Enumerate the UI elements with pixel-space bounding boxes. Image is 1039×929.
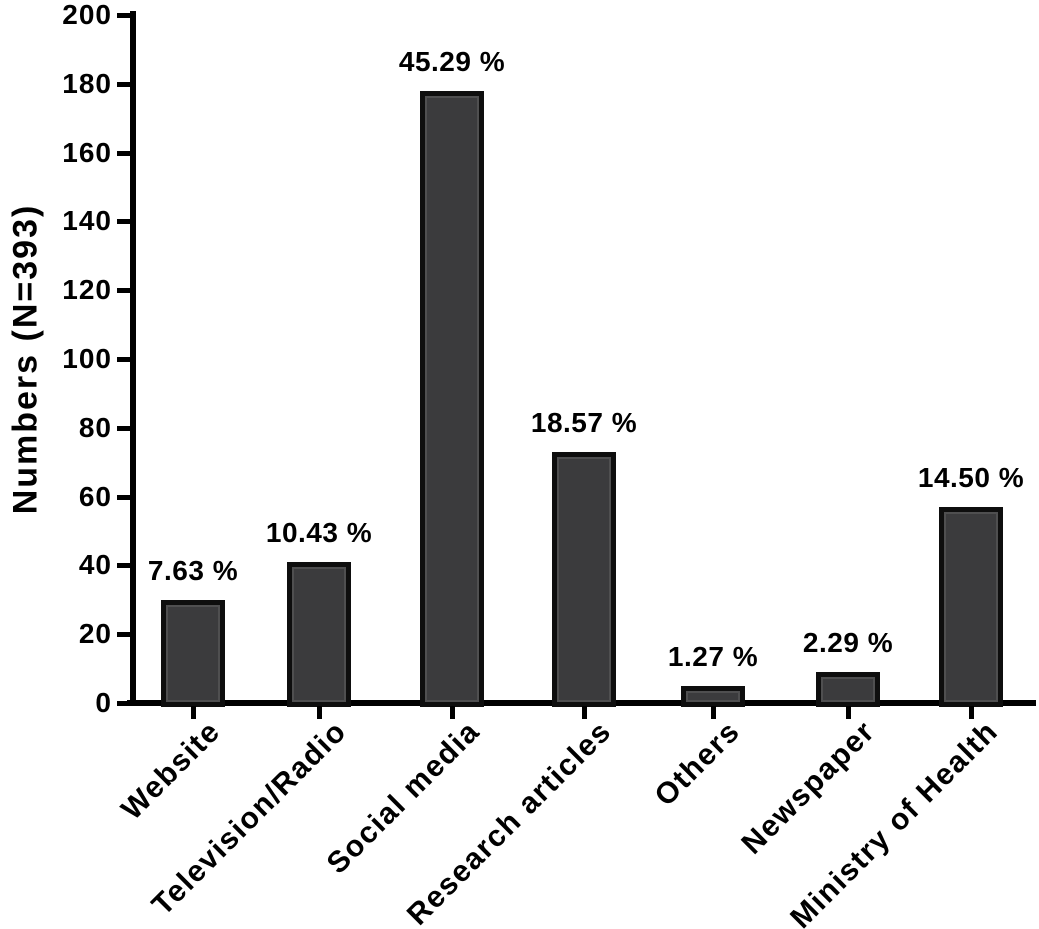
- bar: [552, 451, 616, 707]
- y-tick: [117, 81, 130, 87]
- bar: [420, 90, 484, 707]
- x-tick: [450, 706, 455, 719]
- bar: [161, 599, 225, 707]
- bar: [816, 672, 880, 707]
- x-tick: [711, 706, 716, 719]
- y-tick-label: 200: [62, 0, 112, 30]
- y-tick-label: 80: [78, 411, 112, 443]
- x-tick: [582, 706, 587, 719]
- y-tick-label: 60: [78, 480, 112, 512]
- bar-value-label: 14.50 %: [917, 461, 1025, 493]
- x-tick-label: Ministry of Health: [784, 714, 1005, 929]
- bar: [939, 506, 1003, 707]
- bar-value-label: 10.43 %: [265, 516, 373, 548]
- y-tick: [117, 219, 130, 225]
- y-tick-label: 0: [95, 687, 112, 718]
- y-tick: [117, 494, 130, 500]
- y-tick-label: 160: [62, 136, 112, 168]
- bar: [681, 685, 745, 707]
- y-tick-label: 20: [78, 618, 112, 650]
- y-tick: [117, 701, 130, 706]
- y-tick: [117, 13, 130, 18]
- x-tick: [317, 706, 322, 719]
- bar-value-label: 2.29 %: [802, 627, 894, 659]
- y-axis-line: [130, 11, 136, 706]
- y-tick: [117, 150, 130, 156]
- y-tick-label: 140: [62, 205, 112, 237]
- y-tick: [117, 288, 130, 294]
- x-tick: [846, 706, 851, 719]
- y-tick-label: 100: [62, 343, 112, 374]
- bar: [287, 561, 351, 707]
- x-tick-label: Website: [115, 714, 227, 827]
- y-tick: [117, 563, 130, 569]
- y-tick: [117, 357, 130, 362]
- y-tick: [117, 632, 130, 638]
- y-tick: [117, 425, 130, 431]
- bar-value-label: 7.63 %: [147, 554, 239, 586]
- y-tick-label: 180: [62, 67, 112, 99]
- x-tick: [969, 706, 974, 719]
- bar-value-label: 1.27 %: [667, 640, 759, 672]
- y-tick-label: 120: [62, 274, 112, 306]
- x-tick: [191, 706, 196, 719]
- bar-value-label: 45.29 %: [398, 45, 506, 77]
- x-tick-label: Others: [648, 714, 747, 813]
- bar-value-label: 18.57 %: [530, 406, 638, 438]
- y-tick-label: 40: [78, 549, 112, 581]
